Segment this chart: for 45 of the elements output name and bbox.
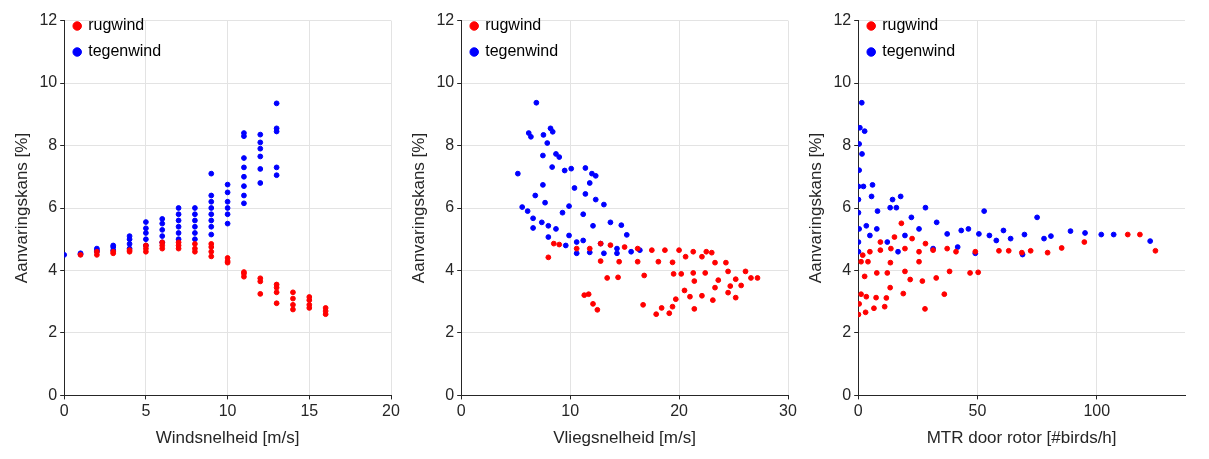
y-tick-label: 4 <box>842 260 852 278</box>
x-tick-label: 30 <box>779 402 797 420</box>
y-tick-label: 0 <box>48 385 58 403</box>
legend-label: rugwind <box>485 16 542 34</box>
y-tick-label: 10 <box>39 73 58 91</box>
x-axis-title: Windsnelheid [m/s] <box>155 428 300 448</box>
x-axis-title: Vliegsnelheid [m/s] <box>553 428 696 448</box>
x-axis-title: MTR door rotor [#birds/h] <box>926 428 1117 448</box>
y-tick-label: 0 <box>445 385 455 403</box>
y-tick-label: 6 <box>842 198 852 216</box>
x-tick-label: 15 <box>300 402 319 420</box>
y-axis-title: Aanvaringskans [%] <box>408 132 428 284</box>
y-tick-label: 10 <box>436 73 455 91</box>
legend-label: rugwind <box>882 16 939 34</box>
legend-label: tegenwind <box>88 42 162 60</box>
x-tick-label: 10 <box>218 402 237 420</box>
legend-label: rugwind <box>88 16 145 34</box>
y-tick-label: 12 <box>833 11 852 29</box>
x-tick-label: 5 <box>141 402 151 420</box>
y-tick-label: 2 <box>445 323 455 341</box>
y-tick-label: 12 <box>39 11 58 29</box>
x-tick-label: 0 <box>59 402 69 420</box>
y-tick-label: 8 <box>48 135 58 153</box>
x-tick-label: 0 <box>853 402 863 420</box>
y-tick-label: 8 <box>842 135 852 153</box>
y-tick-label: 6 <box>445 198 455 216</box>
x-tick-label: 100 <box>1083 402 1111 420</box>
y-tick-label: 10 <box>833 73 852 91</box>
legend-label: tegenwind <box>882 42 956 60</box>
y-tick-label: 6 <box>48 198 58 216</box>
y-axis-title: Aanvaringskans [%] <box>805 132 825 284</box>
y-tick-label: 2 <box>842 323 852 341</box>
x-tick-label: 50 <box>968 402 987 420</box>
x-tick-label: 20 <box>670 402 689 420</box>
x-tick-label: 10 <box>561 402 580 420</box>
y-axis-title: Aanvaringskans [%] <box>11 132 31 284</box>
x-tick-label: 0 <box>456 402 466 420</box>
y-tick-label: 4 <box>445 260 455 278</box>
y-tick-label: 0 <box>842 385 852 403</box>
legend-label: tegenwind <box>485 42 559 60</box>
x-tick-label: 20 <box>382 402 400 420</box>
y-tick-label: 8 <box>445 135 455 153</box>
y-tick-label: 12 <box>436 11 455 29</box>
y-tick-label: 2 <box>48 323 58 341</box>
y-tick-label: 4 <box>48 260 58 278</box>
